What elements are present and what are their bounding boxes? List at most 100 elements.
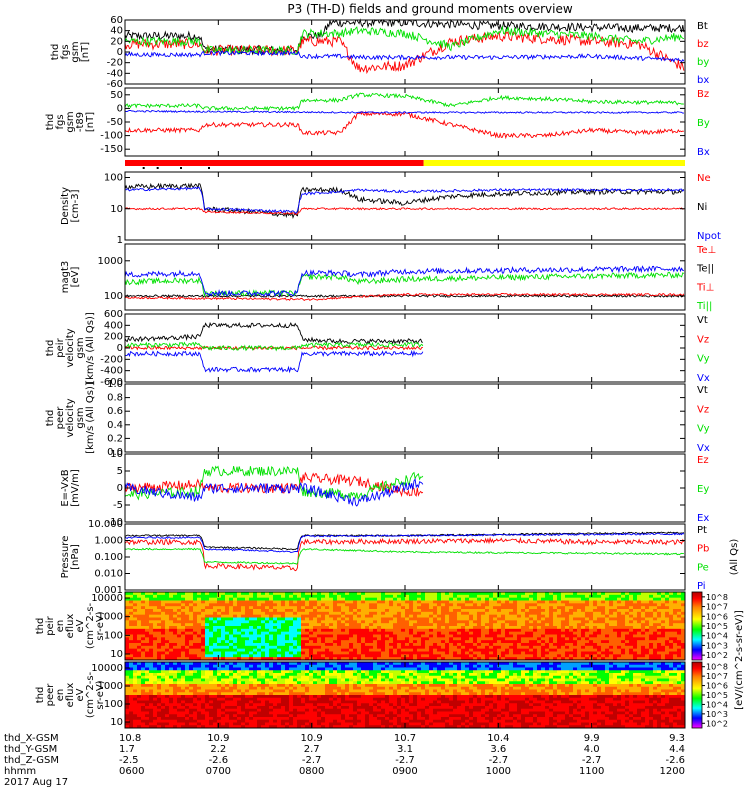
heatmap-cell	[437, 614, 442, 618]
heatmap-cell	[557, 648, 562, 652]
heatmap-cell	[125, 643, 130, 647]
heatmap-cell	[645, 651, 650, 655]
heatmap-cell	[129, 597, 134, 601]
heatmap-cell	[129, 686, 134, 690]
heatmap-cell	[565, 634, 570, 638]
heatmap-cell	[233, 717, 238, 721]
heatmap-cell	[137, 684, 142, 688]
heatmap-cell	[541, 626, 546, 630]
heatmap-cell	[653, 640, 658, 644]
heatmap-cell	[429, 640, 434, 644]
heatmap-cell	[253, 695, 258, 699]
heatmap-cell	[469, 637, 474, 641]
heatmap-cell	[601, 600, 606, 604]
heatmap-cell	[153, 594, 158, 599]
heatmap-cell	[205, 667, 210, 671]
heatmap-cell	[237, 626, 242, 630]
heatmap-cell	[133, 700, 138, 704]
heatmap-cell	[185, 689, 190, 693]
heatmap-cell	[517, 651, 522, 655]
heatmap-cell	[417, 594, 422, 599]
heatmap-cell	[393, 645, 398, 650]
heatmap-cell	[265, 600, 270, 604]
heatmap-cell	[325, 722, 330, 726]
heatmap-cell	[525, 597, 530, 601]
heatmap-cell	[561, 609, 566, 613]
heatmap-cell	[217, 673, 222, 677]
heatmap-cell	[589, 606, 594, 610]
heatmap-cell	[329, 592, 334, 596]
heatmap-cell	[245, 714, 250, 718]
heatmap-cell	[665, 617, 670, 621]
heatmap-cell	[189, 689, 194, 693]
heatmap-cell	[465, 654, 470, 658]
heatmap-cell	[489, 617, 494, 621]
heatmap-cell	[429, 611, 434, 616]
heatmap-cell	[213, 609, 218, 613]
heatmap-cell	[673, 623, 678, 627]
heatmap-cell	[181, 634, 186, 638]
heatmap-cell	[549, 603, 554, 607]
heatmap-cell	[465, 645, 470, 650]
heatmap-cell	[681, 592, 686, 596]
heatmap-cell	[457, 631, 462, 635]
heatmap-cell	[153, 637, 158, 641]
heatmap-cell	[157, 623, 162, 627]
heatmap-cell	[309, 614, 314, 618]
heatmap-cell	[265, 684, 270, 688]
heatmap-cell	[397, 614, 402, 618]
heatmap-cell	[305, 620, 310, 624]
heatmap-cell	[341, 651, 346, 655]
heatmap-cell	[657, 611, 662, 616]
heatmap-cell	[337, 657, 342, 661]
heatmap-cell	[381, 594, 386, 599]
heatmap-cell	[321, 670, 326, 674]
heatmap-cell	[593, 592, 598, 596]
heatmap-cell	[529, 640, 534, 644]
heatmap-cell	[569, 626, 574, 630]
heatmap-cell	[157, 686, 162, 690]
heatmap-cell	[249, 634, 254, 638]
heatmap-cell	[333, 651, 338, 655]
heatmap-cell	[625, 634, 630, 638]
heatmap-cell	[521, 620, 526, 624]
heatmap-cell	[525, 609, 530, 613]
heatmap-cell	[301, 643, 306, 647]
mode-bar-mark-1	[156, 167, 159, 169]
heatmap-cell	[173, 634, 178, 638]
heatmap-cell	[189, 670, 194, 674]
heatmap-cell	[317, 714, 322, 718]
heatmap-cell	[497, 631, 502, 635]
heatmap-cell	[397, 626, 402, 630]
heatmap-cell	[341, 657, 346, 661]
heatmap-cell	[677, 631, 682, 635]
heatmap-cell	[541, 648, 546, 652]
heatmap-cell	[365, 648, 370, 652]
heatmap-cell	[365, 637, 370, 641]
heatmap-cell	[517, 643, 522, 647]
heatmap-cell	[477, 654, 482, 658]
y-label-peir-en: thd peir en eflux eV (cm^2-s-sr-eV)	[35, 602, 106, 649]
heatmap-cell	[617, 628, 622, 633]
heatmap-cell	[497, 654, 502, 658]
heatmap-cell	[297, 711, 302, 715]
heatmap-cell	[481, 611, 486, 616]
heatmap-cell	[501, 623, 506, 627]
heatmap-cell	[261, 714, 266, 718]
heatmap-cell	[453, 620, 458, 624]
heatmap-cell	[217, 623, 222, 627]
heatmap-cell	[613, 592, 618, 596]
heatmap-cell	[485, 654, 490, 658]
heatmap-cell	[653, 614, 658, 618]
heatmap-cell	[489, 648, 494, 652]
heatmap-cell	[649, 614, 654, 618]
heatmap-cell	[465, 597, 470, 601]
heatmap-cell	[553, 617, 558, 621]
heatmap-cell	[165, 657, 170, 661]
heatmap-cell	[333, 643, 338, 647]
heatmap-cell	[293, 673, 298, 677]
heatmap-cell	[201, 662, 206, 666]
heatmap-cell	[577, 617, 582, 621]
heatmap-cell	[177, 611, 182, 616]
